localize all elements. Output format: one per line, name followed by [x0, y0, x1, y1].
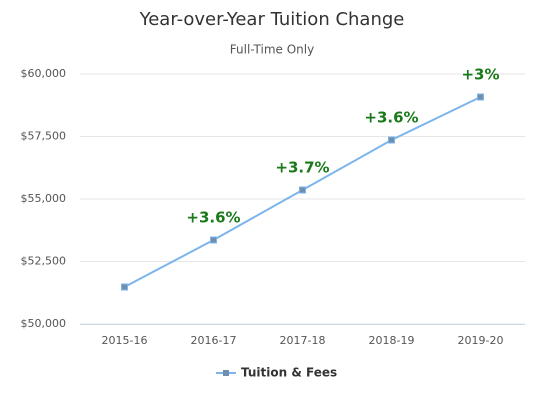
- y-tick-label: $60,000: [21, 67, 67, 80]
- change-label: +3.7%: [275, 159, 329, 177]
- chart-title: Year-over-Year Tuition Change: [139, 9, 405, 30]
- legend-label: Tuition & Fees: [241, 366, 337, 380]
- x-tick-label: 2017-18: [280, 334, 326, 347]
- data-point: [388, 136, 395, 144]
- data-point: [299, 186, 306, 194]
- data-point: [210, 236, 217, 244]
- x-tick-label: 2018-19: [369, 334, 415, 347]
- x-tick-label: 2015-16: [102, 334, 148, 347]
- data-point: [477, 93, 484, 101]
- y-tick-label: $50,000: [21, 317, 67, 330]
- y-tick-label: $52,500: [21, 255, 67, 268]
- x-tick-label: 2019-20: [458, 334, 504, 347]
- x-tick-label: 2016-17: [191, 334, 237, 347]
- y-tick-label: $57,500: [21, 130, 67, 143]
- chart-subtitle: Full-Time Only: [230, 43, 314, 57]
- data-point: [121, 283, 128, 291]
- change-label: +3.6%: [186, 209, 240, 227]
- change-label: +3.6%: [364, 109, 418, 127]
- legend-marker: [223, 370, 229, 376]
- change-label: +3%: [461, 66, 499, 84]
- y-tick-label: $55,000: [21, 192, 67, 205]
